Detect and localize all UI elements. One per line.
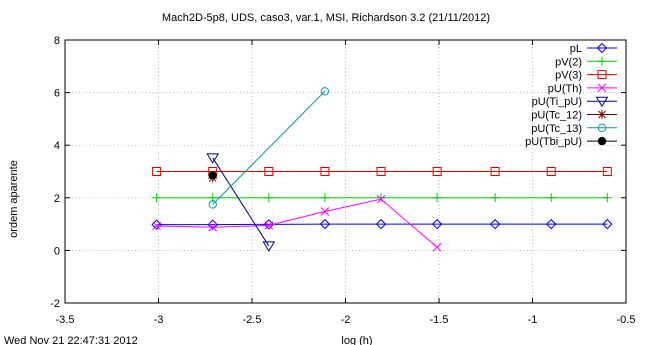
- legend-label: pU(Ti_pU): [532, 96, 582, 108]
- data-point: [490, 193, 500, 203]
- data-point: [602, 218, 613, 230]
- data-point: [320, 207, 330, 216]
- y-tick-label: 6: [54, 88, 60, 100]
- y-axis-label: ordem aparente: [8, 160, 20, 238]
- series-layer: [151, 87, 613, 252]
- data-point: [320, 193, 330, 203]
- data-point: [597, 83, 607, 93]
- series-line: [156, 198, 438, 248]
- y-tick-labels: -2 0 2 4 6 8: [50, 35, 60, 310]
- data-point: [262, 241, 276, 252]
- x-axis-label: log (h): [341, 335, 372, 345]
- data-point: [152, 221, 161, 231]
- legend-label: pV(2): [555, 56, 582, 68]
- timestamp-footer: Wed Nov 21 22:47:31 2012: [4, 335, 138, 345]
- data-point: [546, 167, 556, 176]
- y-tick-label: 8: [54, 35, 60, 47]
- data-point: [432, 242, 442, 252]
- legend-label: pU(Tc_13): [531, 123, 582, 135]
- data-point: [490, 167, 500, 176]
- series-pU(Tbi_pU): [208, 171, 217, 180]
- legend-label: pL: [570, 43, 582, 55]
- data-point: [320, 87, 330, 96]
- x-tick-label: -2: [341, 314, 351, 326]
- y-tick-label: -2: [50, 298, 60, 310]
- data-point: [152, 193, 162, 203]
- series-line: [212, 90, 326, 205]
- series-line: [156, 223, 608, 226]
- x-tick-labels: -3.5 -3 -2.5 -2 -1.5 -1 -0.5: [56, 314, 636, 326]
- data-point: [208, 171, 217, 180]
- x-tick-label: -2.5: [243, 314, 262, 326]
- data-point: [375, 218, 387, 230]
- data-point: [431, 218, 443, 230]
- series-pU(Th): [152, 194, 442, 252]
- data-point: [545, 218, 557, 230]
- data-point: [208, 222, 218, 232]
- data-point: [264, 167, 274, 176]
- data-point: [376, 167, 386, 176]
- x-tick-label: -3: [154, 314, 164, 326]
- data-point: [319, 218, 331, 230]
- series-line: [212, 157, 270, 247]
- y-tick-label: 2: [54, 193, 60, 205]
- y-tick-label: 0: [54, 245, 60, 257]
- data-point: [152, 167, 162, 176]
- data-point: [264, 193, 274, 203]
- x-tick-label: -3.5: [56, 314, 75, 326]
- legend-label: pU(Tc_12): [531, 110, 582, 122]
- series-pV(2): [152, 193, 612, 203]
- x-tick-label: -1.5: [430, 314, 449, 326]
- data-point: [489, 218, 501, 230]
- data-point: [432, 167, 442, 176]
- legend: pLpV(2)pV(3)pU(Th)pU(Ti_pU)pU(Tc_12)pU(T…: [525, 42, 617, 148]
- data-point: [376, 193, 386, 203]
- legend-label: pU(Th): [548, 83, 582, 95]
- data-point: [546, 193, 556, 203]
- data-point: [432, 193, 442, 203]
- y-tick-label: 4: [54, 140, 60, 152]
- series-pU(Tc_13): [208, 87, 330, 209]
- data-point: [376, 194, 386, 204]
- data-point: [597, 70, 607, 80]
- series-pL: [151, 218, 613, 230]
- data-point: [597, 123, 607, 133]
- data-point: [320, 167, 330, 176]
- axis-ticks: [64, 39, 627, 304]
- data-point: [597, 56, 607, 66]
- data-point: [602, 167, 612, 176]
- legend-label: pU(Tbi_pU): [525, 136, 582, 148]
- series-pU(Ti_pU): [206, 153, 276, 252]
- data-point: [597, 110, 607, 119]
- data-point: [602, 193, 612, 203]
- x-tick-label: -0.5: [617, 314, 636, 326]
- data-point: [206, 153, 220, 164]
- legend-label: pV(3): [555, 70, 582, 82]
- data-point: [596, 42, 608, 54]
- data-point: [264, 221, 274, 230]
- data-point: [597, 136, 607, 146]
- x-tick-label: -1: [528, 314, 538, 326]
- data-point: [207, 219, 218, 230]
- data-point: [208, 200, 217, 209]
- data-point: [595, 96, 609, 108]
- chart-title: Mach2D-5p8, UDS, caso3, var.1, MSI, Rich…: [162, 12, 490, 24]
